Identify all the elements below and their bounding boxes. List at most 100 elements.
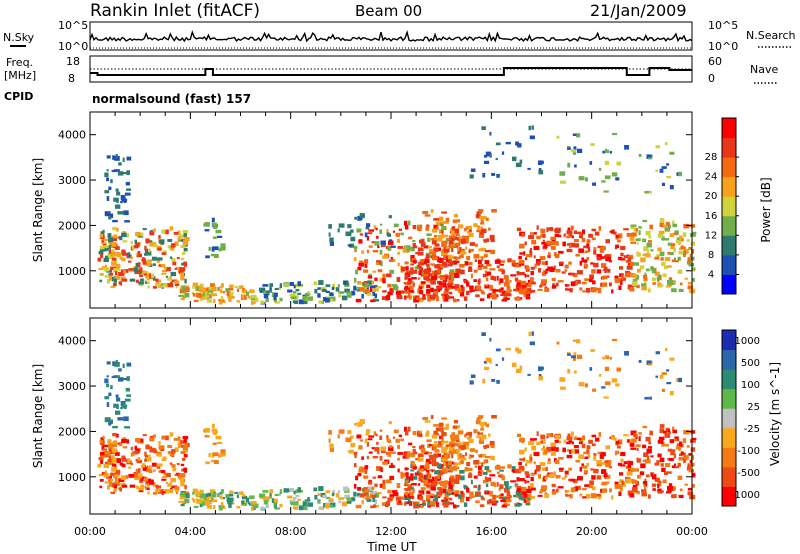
velocity-cell (184, 484, 187, 490)
velocity-cell (523, 493, 528, 498)
power-cell (573, 146, 577, 151)
velocity-cell (234, 491, 239, 494)
velocity-cell (461, 457, 467, 461)
velocity-colorbar-segment (722, 486, 736, 507)
power-cell (679, 235, 683, 241)
velocity-cell (227, 500, 233, 505)
velocity-cell (433, 430, 438, 436)
power-cell (600, 282, 603, 287)
velocity-cell (521, 439, 524, 444)
power-cell (539, 285, 543, 288)
velocity-cell (662, 479, 667, 484)
velocity-cell (657, 488, 662, 493)
power-cell (405, 282, 408, 286)
velocity-cell (388, 445, 393, 448)
power-cell (293, 284, 296, 289)
velocity-cell (176, 463, 180, 465)
velocity-cell (298, 505, 304, 511)
power-cell (104, 190, 110, 194)
power-cell (318, 300, 323, 304)
velocity-cell (631, 487, 638, 492)
nsky-tick-top: 10^5 (58, 19, 88, 32)
velocity-cell (518, 466, 525, 471)
velocity-cell (408, 442, 413, 446)
velocity-cell (377, 450, 380, 455)
power-cell (544, 271, 548, 274)
velocity-cell (457, 425, 461, 429)
power-cell (379, 223, 383, 226)
power-cell (691, 268, 696, 271)
power-cell (475, 243, 478, 247)
velocity-cell (614, 484, 621, 489)
power-cell (562, 241, 566, 247)
velocity-cell (419, 496, 424, 501)
velocity-cell (683, 452, 686, 458)
power-cell (672, 220, 675, 225)
power-cell (410, 246, 415, 252)
velocity-cell (140, 438, 144, 443)
velocity-cell (627, 463, 632, 469)
velocity-cell (122, 446, 128, 449)
power-cell (221, 300, 226, 303)
power-cell (541, 242, 547, 245)
power-cell (104, 172, 109, 178)
power-cell (121, 197, 126, 202)
velocity-cell (583, 451, 587, 455)
power-cell (114, 270, 118, 275)
power-cell (565, 287, 568, 291)
velocity-cell (279, 503, 283, 508)
velocity-cell (183, 493, 190, 499)
power-cell (226, 291, 230, 296)
velocity-cell (102, 435, 105, 440)
nsky-tick-bottom: 10^0 (58, 40, 88, 53)
power-cell (206, 298, 213, 303)
velocity-cell (343, 486, 349, 491)
velocity-cell (591, 493, 597, 499)
power-cell (507, 258, 512, 263)
velocity-cell (519, 365, 523, 370)
velocity-cell (549, 473, 555, 478)
velocity-cell (560, 386, 566, 390)
velocity-cell (443, 497, 447, 500)
velocity-cell (539, 462, 546, 466)
power-cell (356, 286, 360, 290)
velocity-colorbar-tick-label: 500 (741, 358, 760, 369)
velocity-colorbar-segment (722, 330, 736, 351)
velocity-cell (615, 383, 620, 387)
power-cell (669, 251, 674, 255)
power-cell (428, 248, 434, 252)
power-cell (416, 297, 420, 300)
power-cell (468, 268, 473, 272)
power-cell (489, 131, 492, 136)
velocity-cell (422, 500, 426, 505)
power-cell (491, 173, 496, 176)
velocity-cell (434, 476, 438, 482)
velocity-cell (469, 495, 475, 498)
velocity-cell (658, 480, 662, 483)
velocity-colorbar-tick-label: -1000 (731, 490, 760, 501)
velocity-cell (107, 485, 110, 490)
power-cell (602, 150, 606, 154)
velocity-cell (219, 495, 223, 500)
velocity-cell (569, 450, 572, 454)
power-cell (175, 266, 180, 270)
power-cell (171, 243, 176, 248)
power-cell (210, 253, 217, 257)
power-cell (173, 232, 179, 235)
velocity-cell (650, 472, 653, 477)
power-cell (171, 279, 177, 283)
power-cell (152, 286, 157, 289)
power-cell (417, 265, 420, 268)
velocity-cell (161, 492, 164, 495)
velocity-cell (123, 416, 129, 422)
velocity-cell (382, 496, 387, 499)
velocity-cell (543, 449, 548, 454)
velocity-cell (500, 466, 505, 469)
velocity-cell (375, 433, 378, 437)
velocity-cell (657, 439, 664, 444)
velocity-cell (603, 396, 609, 399)
power-cell (368, 245, 373, 248)
velocity-cell (423, 451, 429, 455)
power-colorbar-segment (722, 274, 736, 295)
power-cell (289, 293, 296, 297)
